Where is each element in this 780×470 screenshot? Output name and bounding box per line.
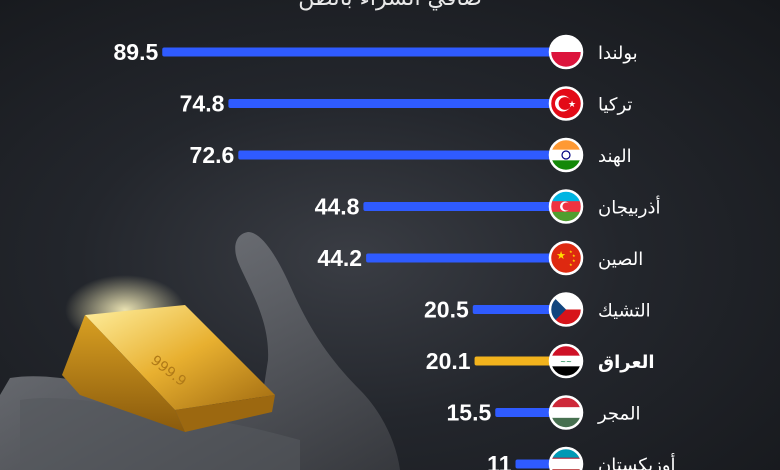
bar	[472, 305, 565, 314]
svg-text:★: ★	[572, 258, 576, 263]
value-label: 72.6	[190, 142, 235, 168]
value-label: 44.8	[315, 194, 360, 220]
value-label: 15.5	[446, 400, 491, 426]
svg-text:★: ★	[569, 249, 573, 254]
czech-flag-icon	[548, 292, 584, 327]
bar	[363, 202, 565, 211]
svg-text:★: ★	[568, 100, 576, 110]
value-label: 20.1	[426, 348, 471, 374]
hungary-flag-icon	[548, 395, 584, 430]
india-flag-icon	[548, 137, 584, 173]
category-label: العراق	[598, 352, 655, 373]
value-label: 11	[487, 451, 512, 470]
china-flag-icon: ★ ★★★★	[548, 240, 584, 276]
svg-text:★: ★	[556, 249, 566, 262]
poland-flag-icon	[548, 34, 584, 70]
svg-text:★: ★	[569, 262, 573, 267]
chart-subtitle: صافي الشراء بالطن	[0, 0, 780, 11]
bar	[495, 408, 565, 417]
category-label: بولندا	[598, 43, 638, 64]
category-label: أذربيجان	[598, 196, 660, 219]
svg-text:★: ★	[572, 253, 576, 258]
category-label: الهند	[598, 146, 632, 167]
value-label: 74.8	[180, 91, 225, 117]
azerbaijan-flag-icon	[548, 189, 584, 224]
turkey-flag-icon: ★	[548, 86, 584, 121]
category-label: تركيا	[598, 95, 632, 116]
category-label: أوزبكستان	[598, 453, 676, 470]
category-label: الصين	[598, 249, 643, 270]
value-label: 44.2	[317, 245, 362, 271]
category-label: التشيك	[598, 301, 651, 322]
bar	[366, 253, 565, 263]
value-label: 89.5	[113, 39, 158, 65]
value-label: 20.5	[424, 297, 469, 323]
svg-text:~~: ~~	[560, 358, 572, 366]
category-label: المجر	[597, 404, 640, 425]
iraq-flag-icon: ~~	[548, 343, 584, 379]
bar	[162, 47, 565, 57]
bar	[474, 356, 565, 366]
uzbekistan-flag-icon	[548, 446, 584, 470]
bar	[228, 99, 565, 108]
bar	[238, 150, 566, 160]
